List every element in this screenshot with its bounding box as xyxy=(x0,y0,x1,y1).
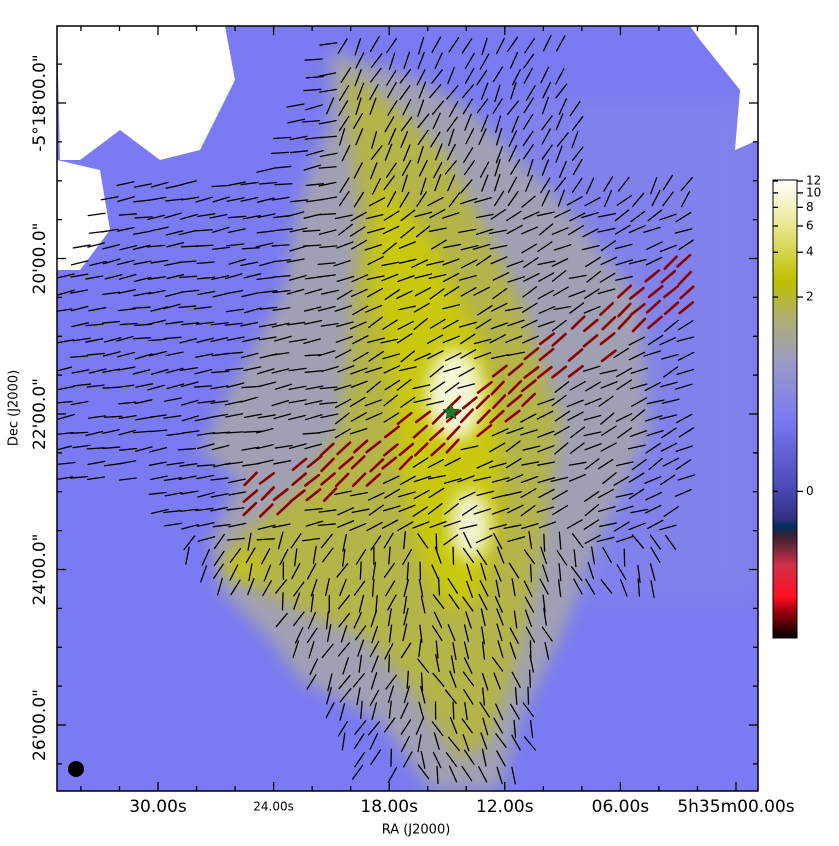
vector xyxy=(530,670,531,687)
vector xyxy=(544,534,545,551)
x-tick-label: 06.00s xyxy=(592,797,650,817)
vector xyxy=(196,245,213,246)
y-tick-label: 24'00.0" xyxy=(30,534,50,606)
colorbar-tick-label: 6 xyxy=(806,218,814,232)
colorbar xyxy=(773,180,797,638)
colorbar-tick-label: 4 xyxy=(806,245,814,259)
colorbar-tick-label: 8 xyxy=(806,200,814,214)
intensity-map xyxy=(55,26,758,791)
y-axis-label: Dec (J2000) xyxy=(7,370,22,446)
vector xyxy=(531,565,532,582)
x-tick-label: 18.00s xyxy=(360,797,418,817)
beam xyxy=(68,761,84,777)
x-axis-label: RA (J2000) xyxy=(382,823,451,838)
x-tick-label: 24.00s xyxy=(253,800,294,814)
vector xyxy=(360,562,361,579)
x-tick-label: 5h35m00.00s xyxy=(677,797,794,817)
colorbar-tick-label: 0 xyxy=(806,484,814,498)
y-tick-label: 20'00.0" xyxy=(30,223,50,295)
y-tick-label: 26'00.0" xyxy=(30,689,50,761)
x-tick-label: 12.00s xyxy=(476,797,534,817)
vector xyxy=(528,687,529,704)
colorbar-tick-label: 2 xyxy=(806,290,814,304)
colorbar-tick-label: 10 xyxy=(806,185,821,199)
vector xyxy=(275,184,292,185)
y-tick-label: 22'00.0" xyxy=(30,378,50,450)
vector xyxy=(304,245,321,246)
vector xyxy=(439,578,440,595)
vector xyxy=(453,547,454,564)
y-tick-label: -5°18'00.0" xyxy=(30,54,50,151)
vector xyxy=(453,702,454,719)
x-tick-label: 30.00s xyxy=(129,797,187,817)
vector xyxy=(282,593,283,610)
vector xyxy=(389,655,390,672)
